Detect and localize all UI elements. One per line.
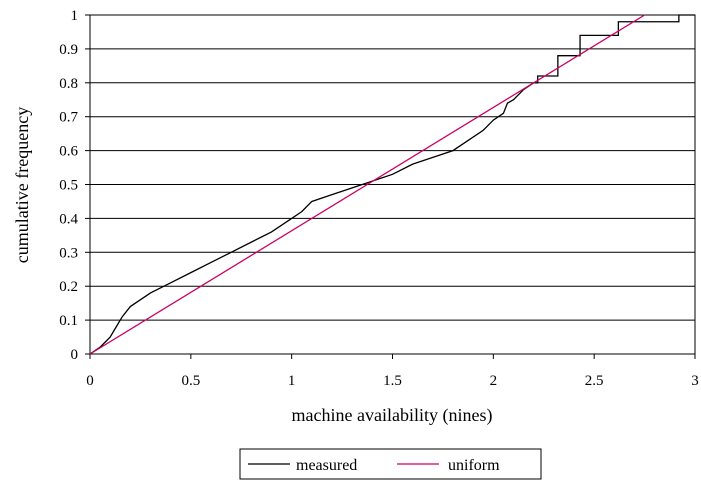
y-tick-label: 0.4	[59, 211, 78, 227]
x-tick-label: 0.5	[181, 373, 200, 389]
x-tick-label: 0	[86, 373, 94, 389]
y-tick-label: 0.7	[59, 110, 78, 126]
y-tick-label: 0.9	[59, 42, 78, 58]
grid-lines	[90, 48, 695, 321]
x-axis-title: machine availability (nines)	[292, 405, 493, 426]
tick-layer: 0 0.1 0.2 0.3 0.4 0.5 0.6 0.7 0.8 0.9 1 0 0.5 1 1.5 2 2.…	[59, 8, 699, 389]
legend: measured uniform	[239, 448, 542, 480]
y-axis-title: cumulative frequency	[12, 107, 32, 263]
legend-label-uniform: uniform	[448, 457, 500, 474]
x-tick-label: 3	[691, 373, 699, 389]
series-line-uniform	[89, 14, 645, 355]
x-tick-label: 2.5	[585, 373, 604, 389]
y-tick-label: 0.2	[59, 279, 78, 295]
y-tick-label: 0.5	[59, 178, 78, 194]
y-tick-label: 1	[71, 8, 79, 24]
y-tick-label: 0	[71, 347, 79, 363]
y-tick-label: 0.6	[59, 144, 78, 160]
legend-label-measured: measured	[296, 457, 357, 474]
x-tick-label: 1	[288, 373, 296, 389]
y-tick-label: 0.8	[59, 76, 78, 92]
x-tick-label: 2	[490, 373, 498, 389]
y-tick-label: 0.1	[59, 313, 78, 329]
y-tick-label: 0.3	[59, 245, 78, 261]
legend-box	[239, 448, 542, 480]
series-line-measured	[89, 14, 695, 355]
series-layer	[89, 14, 695, 355]
x-tick-label: 1.5	[383, 373, 402, 389]
